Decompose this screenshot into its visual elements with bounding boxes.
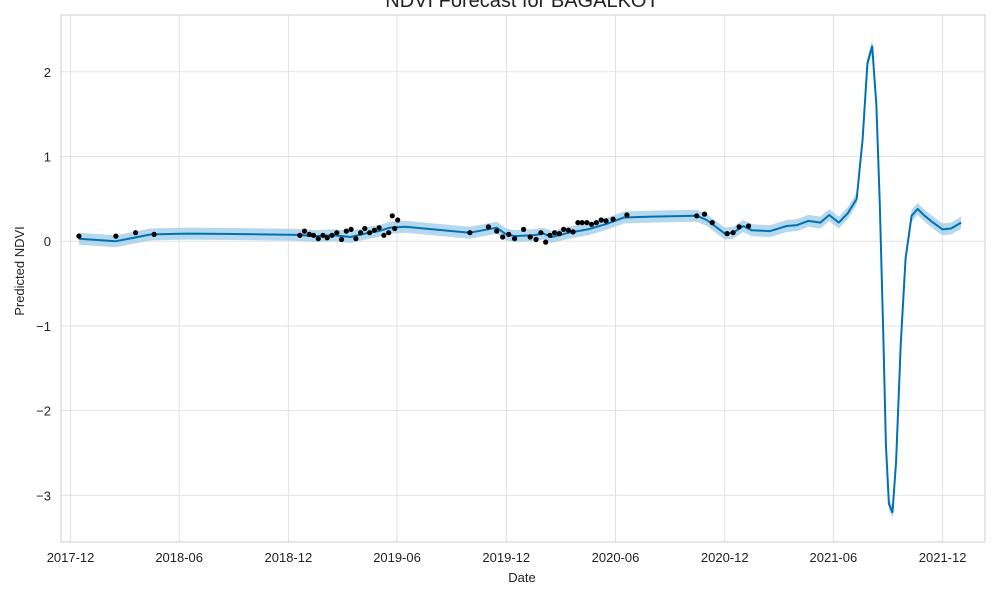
observed-point <box>343 228 349 234</box>
x-tick-label: 2018-12 <box>265 550 313 565</box>
observed-point <box>610 216 616 222</box>
y-axis-label: Predicted NDVI <box>12 226 27 316</box>
observed-point <box>494 228 500 234</box>
y-tick-label: −1 <box>36 319 51 334</box>
observed-point <box>389 213 395 219</box>
observed-point <box>310 232 317 238</box>
observed-point <box>334 230 340 236</box>
observed-point <box>348 226 354 232</box>
observed-point <box>133 230 139 236</box>
observed-point <box>386 230 392 236</box>
x-tick-label: 2021-06 <box>810 550 858 565</box>
observed-point <box>381 232 387 238</box>
forecast-line-layer <box>78 45 962 514</box>
plot-background <box>61 15 985 542</box>
observed-point <box>746 223 752 229</box>
observed-point <box>392 225 398 232</box>
observed-point <box>511 236 518 242</box>
observed-point <box>593 220 600 226</box>
observed-point <box>151 231 157 237</box>
x-tick-label: 2019-06 <box>373 550 421 565</box>
grid <box>61 15 985 542</box>
x-tick-label: 2020-06 <box>592 550 640 565</box>
observed-point <box>320 232 326 238</box>
observed-point <box>584 220 590 226</box>
observed-point <box>324 235 330 241</box>
observed-point <box>624 212 630 218</box>
observed-point <box>527 234 533 240</box>
observed-point <box>603 218 609 224</box>
observed-point <box>575 220 581 226</box>
observed-point <box>376 225 382 231</box>
observed-point <box>76 233 82 239</box>
observed-point <box>730 230 736 236</box>
observed-point <box>547 232 553 238</box>
y-tick-label: −3 <box>36 488 51 503</box>
observed-point <box>306 231 312 237</box>
y-tick-label: 2 <box>44 65 51 80</box>
observed-point <box>521 226 527 232</box>
observed-point <box>694 213 700 219</box>
observed-point <box>301 228 308 234</box>
observed-point <box>565 227 572 233</box>
observed-point <box>485 224 491 230</box>
observed-point <box>358 230 364 236</box>
observed-point <box>543 239 549 245</box>
observed-point <box>395 217 401 223</box>
observed-point <box>500 234 506 240</box>
observed-point <box>315 236 321 242</box>
observed-point <box>556 231 563 237</box>
x-axis-ticks: 2017-12 2018-06 2018-12 2019-06 2019-12 2020-… <box>47 550 967 565</box>
plot-frame <box>60 14 986 543</box>
observed-point <box>724 231 730 237</box>
x-tick-label: 2017-12 <box>47 550 95 565</box>
y-axis-ticks: 2 1 0 −1 −2 −3 <box>36 65 51 504</box>
observed-point <box>701 211 708 217</box>
observed-point <box>113 233 119 239</box>
observed-point <box>362 225 368 232</box>
observed-points <box>76 211 752 245</box>
observed-point <box>709 220 715 226</box>
observed-point <box>538 230 544 236</box>
observed-point <box>329 232 335 238</box>
observed-point <box>589 221 595 227</box>
forecast-line <box>78 45 962 514</box>
observed-point <box>570 229 576 235</box>
observed-point <box>579 220 585 226</box>
observed-point <box>467 230 473 236</box>
x-axis-label: Date <box>508 570 535 585</box>
x-tick-label: 2021-12 <box>919 550 967 565</box>
observed-point <box>561 226 567 232</box>
observed-point <box>533 236 539 243</box>
y-tick-label: 1 <box>44 149 51 164</box>
x-tick-label: 2019-12 <box>482 550 530 565</box>
y-tick-label: −2 <box>36 404 51 419</box>
observed-point <box>598 217 604 223</box>
observed-point <box>552 230 558 236</box>
chart-title: NDVI Forecast for BAGALKOT <box>385 0 658 12</box>
x-tick-label: 2020-12 <box>701 550 749 565</box>
observed-point <box>506 231 512 237</box>
x-tick-label: 2018-06 <box>155 550 203 565</box>
observed-point <box>338 236 345 243</box>
y-tick-label: 0 <box>44 234 51 249</box>
observed-point <box>367 230 373 236</box>
observed-point <box>371 227 377 233</box>
observed-point <box>353 236 359 242</box>
observed-point <box>297 232 303 238</box>
observed-point <box>736 224 742 230</box>
